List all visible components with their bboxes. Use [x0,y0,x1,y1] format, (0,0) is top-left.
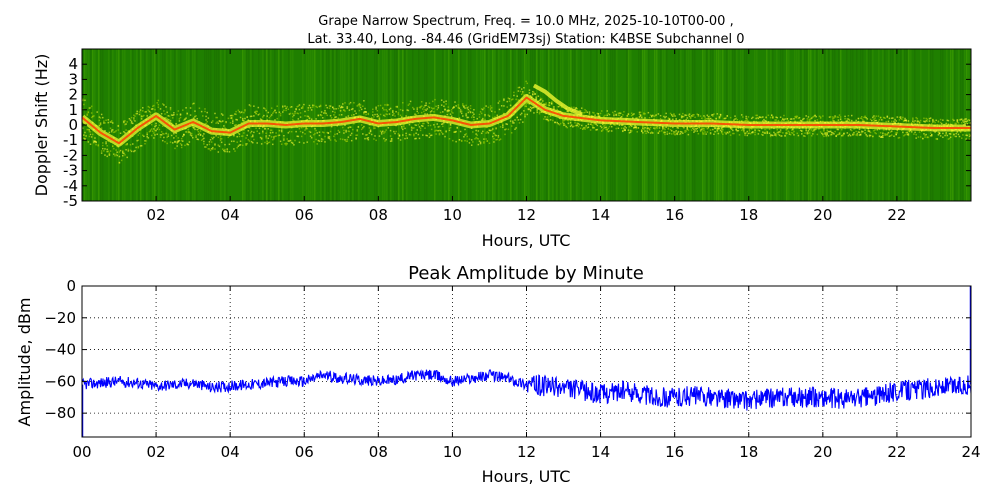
amplitude-y-tick-label: −20 [44,309,76,327]
amplitude-y-label: Amplitude, dBm [15,298,34,427]
amplitude-x-tick-label: 14 [591,443,610,461]
spectrogram-x-tick-label: 08 [369,206,388,224]
doppler-trace-core [82,96,971,145]
spectrogram-y-tick-label: -4 [63,177,78,195]
amplitude-y-tick-label: −40 [44,341,76,359]
spectrogram-y-tick-label: 4 [68,55,78,73]
spectrogram-x-tick-label: 12 [517,206,536,224]
spectrogram-y-tick-label: 2 [68,86,78,104]
amplitude-x-tick-label: 16 [665,443,684,461]
amplitude-x-tick-label: 24 [961,443,980,461]
amplitude-grid [82,286,971,437]
spectrogram-x-tick-label: 06 [295,206,314,224]
amplitude-x-tick-label: 22 [887,443,906,461]
amplitude-y-tick-label: −80 [44,404,76,422]
amplitude-x-tick-label: 02 [147,443,166,461]
amplitude-line [82,369,971,411]
amplitude-panel: Peak Amplitude by Minute 00 02 04 06 08 10 12 1… [15,263,981,486]
spectrogram-y-tick-label: -1 [63,131,78,149]
amplitude-plot-area [82,286,971,437]
spectrogram-y-tick-label: -2 [63,146,78,164]
spectrogram-x-tick-label: 18 [739,206,758,224]
spectrogram-x-tick-label: 04 [221,206,240,224]
amplitude-y-tick-label: 0 [66,277,76,295]
amplitude-title: Peak Amplitude by Minute [408,263,644,284]
spectrogram-y-tick-label: 3 [68,70,78,88]
spectrogram-y-tick-label: -3 [63,162,78,180]
spectrogram-x-tick-label: 20 [813,206,832,224]
amplitude-x-tick-label: 20 [813,443,832,461]
spectrogram-x-label: Hours, UTC [482,231,571,250]
spectrogram-y-tick-label: 1 [68,101,78,119]
spectrogram-y-label: Doppler Shift (Hz) [32,54,51,197]
title-line-1: Grape Narrow Spectrum, Freq. = 10.0 MHz,… [318,14,733,29]
spectrogram-x-axis: 02 04 06 08 10 12 14 16 18 20 22 [147,49,906,224]
amplitude-x-tick-label: 06 [295,443,314,461]
amplitude-x-tick-label: 10 [443,443,462,461]
amplitude-x-tick-label: 12 [517,443,536,461]
spectrogram-y-tick-label: -5 [63,192,78,210]
spectrogram-x-tick-label: 16 [665,206,684,224]
spectrogram-doppler-trace [82,83,971,147]
amplitude-x-tick-label: 00 [72,443,91,461]
spectrogram-x-tick-label: 14 [591,206,610,224]
amplitude-x-tick-label: 04 [221,443,240,461]
amplitude-y-axis: 0 −20 −40 −60 −80 [44,277,971,422]
amplitude-x-tick-label: 08 [369,443,388,461]
title-line-2: Lat. 33.40, Long. -84.46 (GridEM73sj) St… [307,32,744,47]
amplitude-x-label: Hours, UTC [482,467,571,486]
amplitude-y-tick-label: −60 [44,372,76,390]
doppler-secondary-trace [532,83,583,117]
spectrogram-y-tick-label: 0 [68,116,78,134]
spectrogram-x-tick-label: 22 [887,206,906,224]
spectrogram-x-tick-label: 10 [443,206,462,224]
amplitude-x-tick-label: 18 [739,443,758,461]
spectrogram-x-tick-label: 02 [147,206,166,224]
amplitude-x-axis: 00 02 04 06 08 10 12 14 16 18 20 22 24 [72,286,981,461]
